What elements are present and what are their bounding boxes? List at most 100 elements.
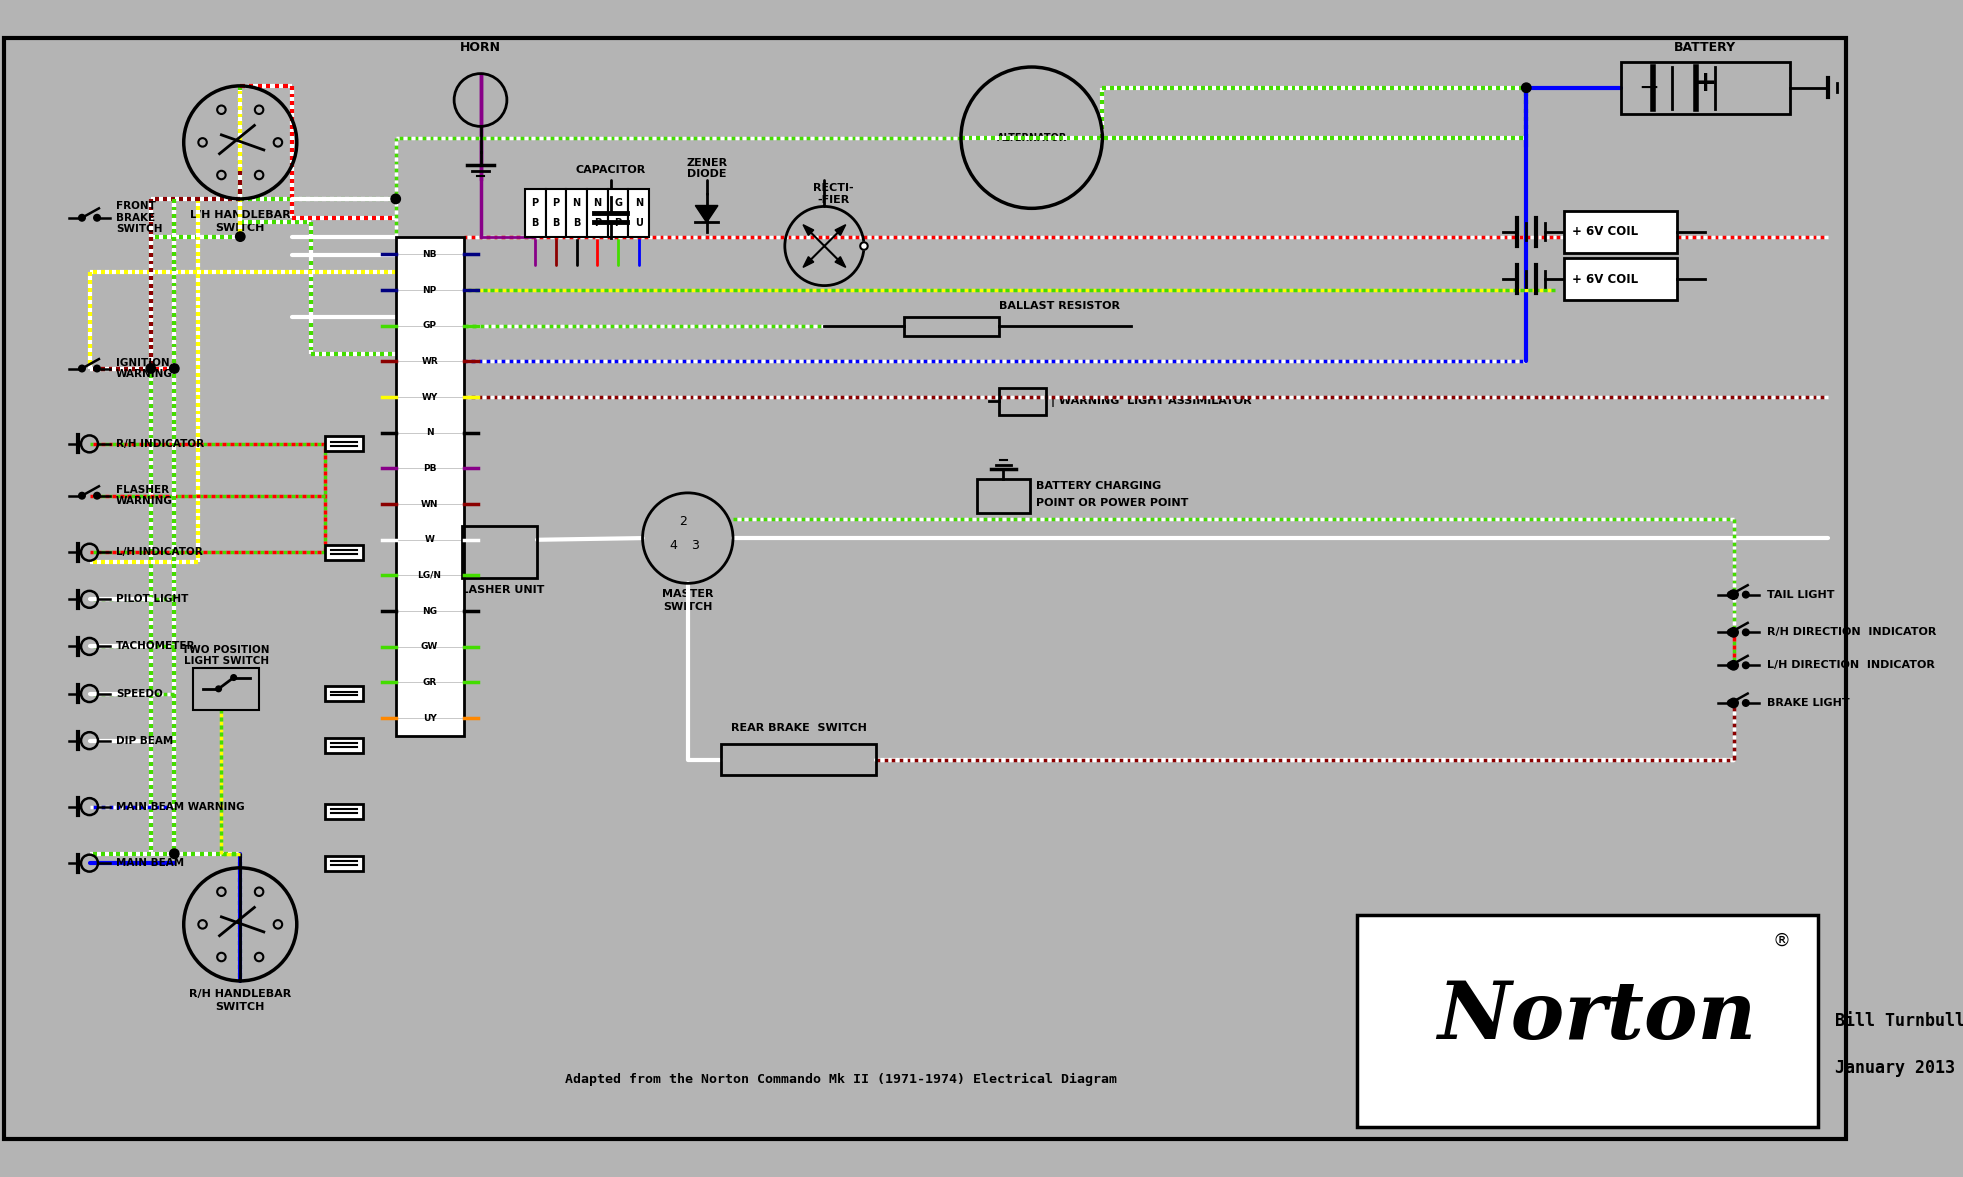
Text: January 2013: January 2013 [1835,1058,1955,1077]
Circle shape [79,492,84,499]
Circle shape [1727,699,1733,706]
Circle shape [169,849,179,858]
Circle shape [1729,698,1739,707]
Bar [565,189,587,237]
Circle shape [169,364,179,373]
Text: -FIER: -FIER [819,194,850,205]
Bar [524,189,546,237]
Bar [905,317,999,335]
Text: W: W [424,536,434,544]
Text: + 6V COIL: + 6V COIL [1572,225,1637,239]
Circle shape [1729,627,1739,637]
Text: Adapted from the Norton Commando Mk II (1971-1974) Electrical Diagram: Adapted from the Norton Commando Mk II (… [565,1073,1117,1086]
Bar [1565,258,1676,300]
Circle shape [145,364,155,373]
Bar [1621,62,1790,114]
Text: N: N [634,198,642,207]
Text: ALTERNATOR: ALTERNATOR [997,133,1066,142]
Text: ®: ® [1773,931,1790,950]
Circle shape [1521,84,1531,93]
Bar [609,189,628,237]
Text: RECTI-: RECTI- [813,184,854,193]
Bar [326,686,363,701]
Text: SWITCH: SWITCH [216,222,265,233]
Text: +: + [1694,69,1718,97]
Polygon shape [803,257,815,267]
Circle shape [1727,591,1733,598]
Text: P: P [593,219,601,228]
Text: DIODE: DIODE [687,169,726,179]
Text: U: U [634,219,642,228]
Text: HORN: HORN [459,41,501,54]
Text: SWITCH: SWITCH [663,601,713,612]
Text: L/H HANDLEBAR: L/H HANDLEBAR [190,210,291,220]
Bar [978,479,1031,513]
Text: BALLAST RESISTOR: BALLAST RESISTOR [999,301,1119,311]
Text: FLASHER UNIT: FLASHER UNIT [453,585,544,594]
Text: UY: UY [422,713,436,723]
Text: P: P [552,198,559,207]
Circle shape [860,242,868,250]
Text: N: N [593,198,601,207]
Circle shape [79,214,84,221]
Circle shape [232,674,236,680]
Polygon shape [834,225,846,235]
Text: P: P [614,219,622,228]
Bar [461,526,538,578]
Text: 4: 4 [669,539,677,552]
Text: GP: GP [422,321,436,331]
Circle shape [391,194,400,204]
Circle shape [94,492,100,499]
Bar [546,189,565,237]
Text: ZENER: ZENER [685,158,726,168]
Bar [999,388,1046,414]
Text: WY: WY [422,393,438,401]
Text: PILOT LIGHT: PILOT LIGHT [116,594,188,604]
Text: R/H DIRECTION  INDICATOR: R/H DIRECTION INDICATOR [1767,627,1936,637]
Circle shape [1743,629,1749,636]
Circle shape [94,365,100,372]
Text: 3: 3 [691,539,699,552]
Circle shape [1727,661,1733,669]
Text: SPEEDO: SPEEDO [116,689,163,699]
Text: BATTERY CHARGING: BATTERY CHARGING [1036,481,1162,491]
Text: R/H HANDLEBAR: R/H HANDLEBAR [188,989,291,999]
Text: WR: WR [422,357,438,366]
Text: TAIL LIGHT: TAIL LIGHT [1767,590,1833,599]
Circle shape [1743,699,1749,706]
Text: L/H DIRECTION  INDICATOR: L/H DIRECTION INDICATOR [1767,660,1934,670]
Bar [326,738,363,753]
Text: G: G [614,198,622,207]
Text: ─: ─ [1641,77,1657,101]
Bar [1356,915,1818,1126]
Text: DIP BEAM: DIP BEAM [116,736,173,746]
Text: FRONT
BRAKE
SWITCH: FRONT BRAKE SWITCH [116,201,163,234]
Text: P: P [532,198,538,207]
Text: Norton: Norton [1437,978,1757,1056]
Text: MASTER: MASTER [662,588,713,599]
Bar [192,669,259,710]
Text: B: B [552,219,559,228]
Text: N: N [426,428,434,438]
Text: MAIN BEAM: MAIN BEAM [116,858,185,869]
Text: 2: 2 [679,514,687,527]
Bar [628,189,650,237]
Bar [720,744,875,774]
Bar [1565,211,1676,253]
Bar [397,237,463,736]
Circle shape [1729,660,1739,670]
Circle shape [1743,661,1749,669]
Text: LIGHT SWITCH: LIGHT SWITCH [185,657,269,666]
Polygon shape [834,257,846,267]
Bar [326,545,363,560]
Circle shape [1727,629,1733,636]
Text: NG: NG [422,606,438,616]
Text: IGNITION
WARNING: IGNITION WARNING [116,358,173,379]
Text: N: N [573,198,581,207]
Text: R/H INDICATOR: R/H INDICATOR [116,439,204,448]
Text: | WARNING  LIGHT ASSIMILATOR: | WARNING LIGHT ASSIMILATOR [1050,395,1250,407]
Text: TWO POSITION: TWO POSITION [183,645,269,656]
Circle shape [216,686,222,692]
Text: + 6V COIL: + 6V COIL [1572,273,1637,286]
Text: Bill Turnbull: Bill Turnbull [1835,1012,1963,1030]
